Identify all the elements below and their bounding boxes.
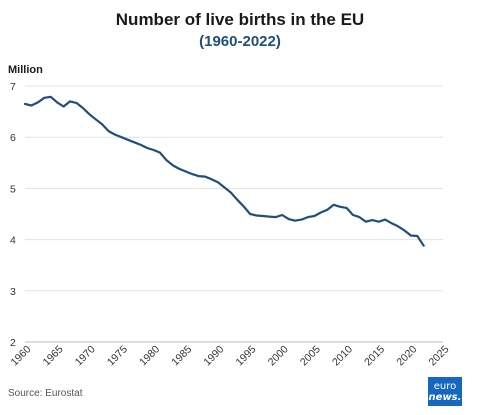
- chart-subtitle: (1960-2022): [199, 33, 281, 50]
- x-tick-label: 1995: [234, 343, 259, 368]
- x-tick-label: 1990: [201, 343, 226, 368]
- x-tick-label: 2025: [426, 343, 451, 368]
- y-axis-label: Million: [8, 64, 43, 76]
- x-tick-label: 1980: [137, 343, 162, 368]
- x-tick-label: 1965: [41, 343, 66, 368]
- logo-text-2: news.: [428, 391, 462, 403]
- x-tick-label: 2020: [394, 343, 419, 368]
- y-tick-label: 3: [10, 286, 16, 298]
- y-tick-label: 4: [10, 235, 16, 247]
- gridlines: [25, 85, 443, 343]
- chart-title: Number of live births in the EU: [115, 10, 365, 29]
- x-tick-label: 1970: [73, 343, 98, 368]
- x-tick-label: 1975: [105, 343, 130, 368]
- x-tick-label: 2000: [266, 343, 291, 368]
- euronews-logo: euro news.: [428, 377, 462, 406]
- series-group: [23, 95, 425, 247]
- y-tick-labels: 2 3 4 5 6 7: [10, 81, 16, 349]
- series-line: [23, 95, 425, 247]
- logo-text-1: euro: [433, 380, 457, 392]
- y-tick-label: 7: [10, 81, 16, 93]
- x-tick-label: 1985: [169, 343, 194, 368]
- y-tick-label: 2: [10, 337, 16, 349]
- x-tick-label: 2005: [298, 343, 323, 368]
- y-tick-label: 6: [10, 132, 16, 144]
- x-tick-label: 2010: [330, 343, 355, 368]
- source-note: Source: Eurostat: [8, 388, 83, 399]
- x-tick-labels: 1960 1965 1970 1975 1980 1985 1990 1995 2000 2005…: [8, 343, 451, 368]
- y-tick-label: 5: [10, 183, 16, 195]
- x-tick-label: 2015: [362, 343, 387, 368]
